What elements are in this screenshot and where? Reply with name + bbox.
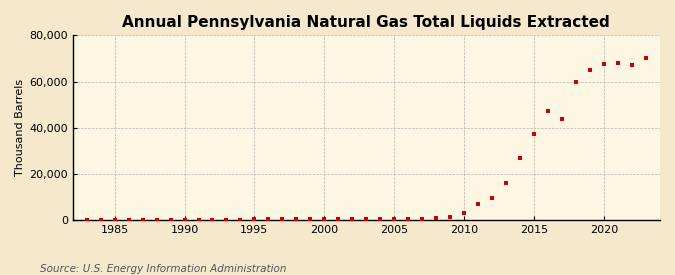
Point [529, 131, 539, 136]
Title: Annual Pennsylvania Natural Gas Total Liquids Extracted: Annual Pennsylvania Natural Gas Total Li… [122, 15, 610, 30]
Point [459, 211, 470, 216]
Point [333, 217, 344, 222]
Point [361, 217, 372, 221]
Point [585, 68, 595, 72]
Point [487, 196, 497, 201]
Point [626, 63, 637, 68]
Point [543, 108, 554, 113]
Point [389, 217, 400, 221]
Point [613, 61, 624, 65]
Point [165, 218, 176, 222]
Point [193, 217, 204, 222]
Point [137, 218, 148, 222]
Point [305, 217, 316, 222]
Point [151, 218, 162, 222]
Point [124, 218, 134, 222]
Point [109, 218, 120, 222]
Point [599, 62, 610, 67]
Point [319, 217, 330, 222]
Point [95, 218, 106, 222]
Point [515, 156, 526, 160]
Point [291, 217, 302, 222]
Point [179, 218, 190, 222]
Point [472, 202, 483, 207]
Point [207, 217, 218, 222]
Point [221, 217, 232, 222]
Point [570, 79, 581, 84]
Point [417, 217, 428, 221]
Point [347, 217, 358, 222]
Point [501, 181, 512, 186]
Point [249, 217, 260, 222]
Point [403, 217, 414, 221]
Point [375, 217, 385, 221]
Text: Source: U.S. Energy Information Administration: Source: U.S. Energy Information Administ… [40, 264, 287, 274]
Point [445, 215, 456, 219]
Point [277, 217, 288, 222]
Point [235, 217, 246, 222]
Y-axis label: Thousand Barrels: Thousand Barrels [15, 79, 25, 177]
Point [81, 218, 92, 222]
Point [641, 56, 651, 61]
Point [431, 216, 441, 221]
Point [557, 116, 568, 121]
Point [263, 217, 274, 222]
